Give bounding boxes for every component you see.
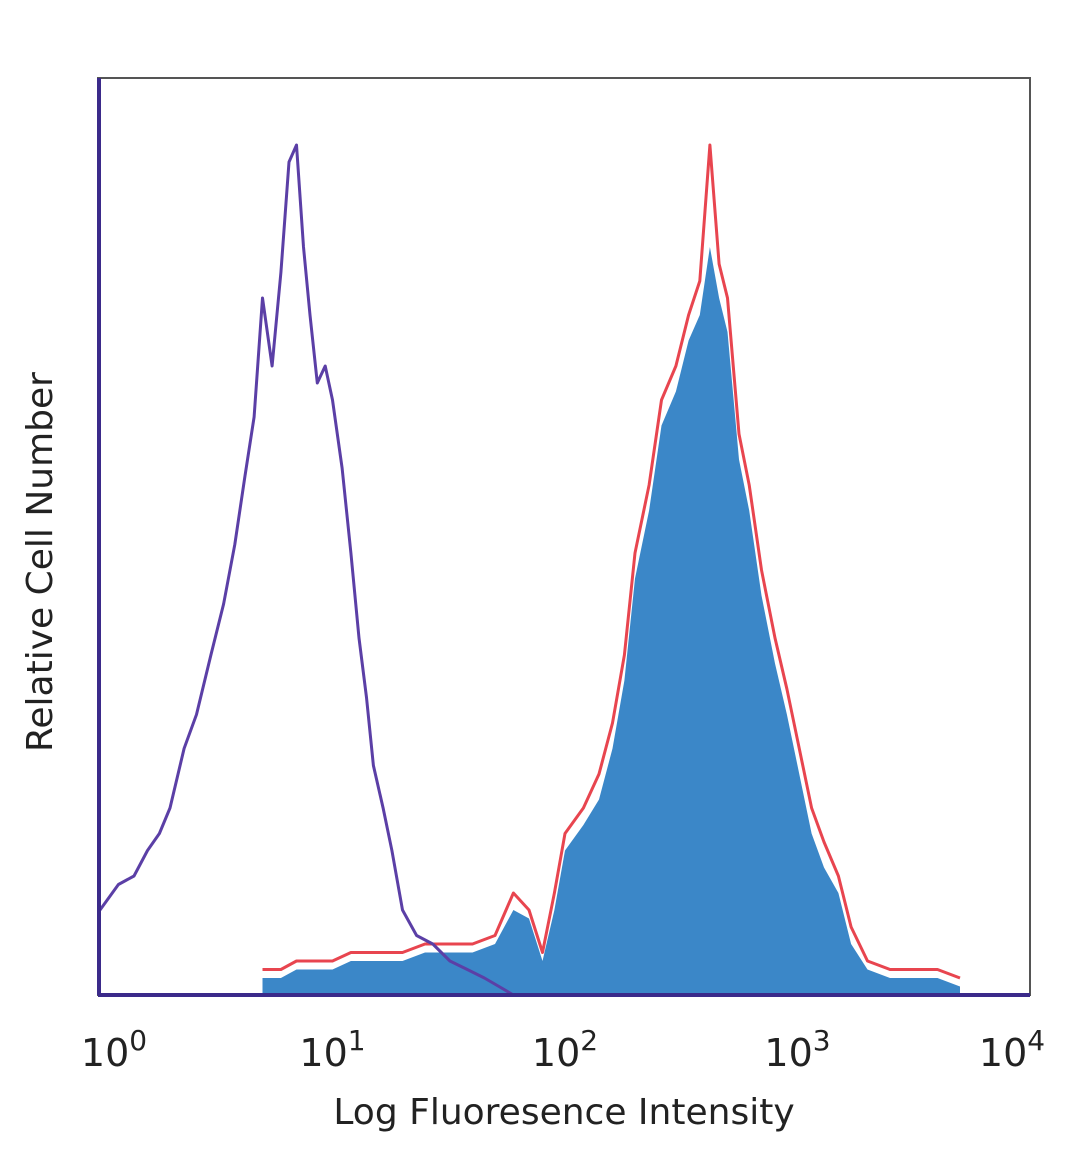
x-axis-title: Log Fluoresence Intensity <box>333 1092 794 1133</box>
x-tick-label: 103 <box>764 1024 830 1075</box>
x-tick-label: 100 <box>81 1024 147 1075</box>
y-axis-title: Relative Cell Number <box>20 372 61 752</box>
x-tick-label: 104 <box>979 1024 1045 1075</box>
series-1-outline-histogram <box>262 143 961 980</box>
x-tick-label: 101 <box>299 1024 365 1075</box>
series-2-filled-histogram <box>262 247 960 995</box>
series-layer <box>98 143 961 997</box>
x-tick-labels: 100 101 102 103 104 <box>81 1024 1045 1075</box>
x-tick-label: 102 <box>532 1024 598 1075</box>
series-0-outline-histogram <box>98 143 515 997</box>
